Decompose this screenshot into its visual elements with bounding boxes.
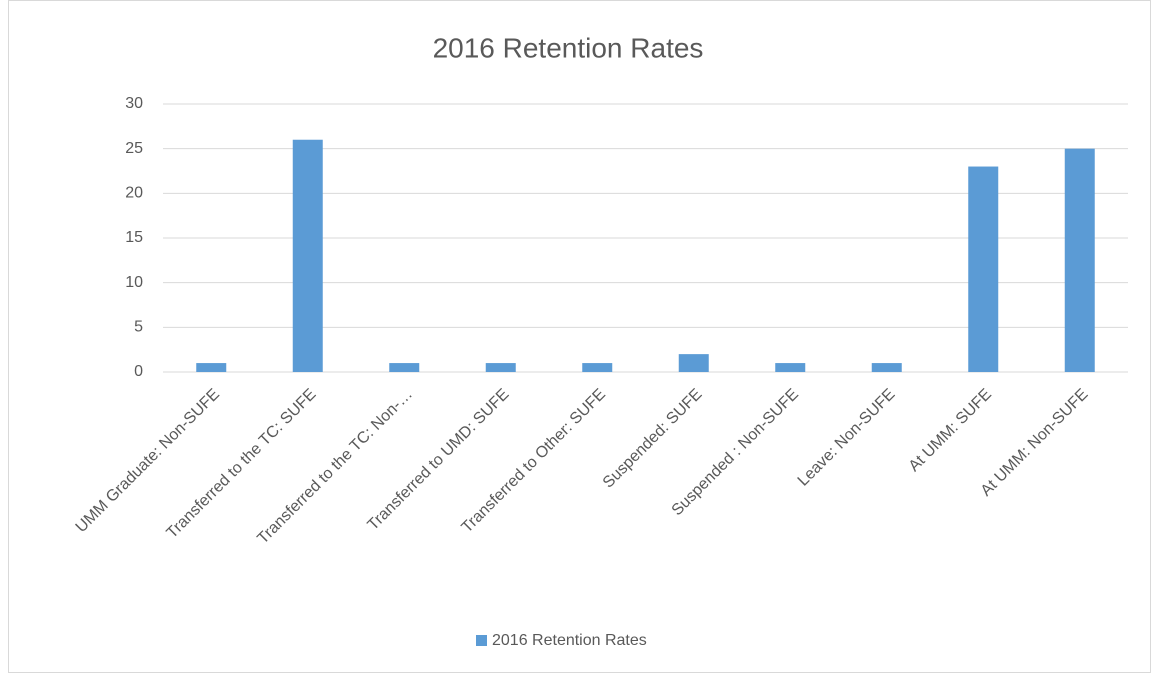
y-tick-label: 5: [134, 319, 143, 336]
bar: [292, 139, 323, 372]
bar: [775, 363, 806, 372]
y-tick-label: 15: [125, 229, 143, 246]
chart-title: 2016 Retention Rates: [433, 32, 704, 63]
bar: [582, 363, 613, 372]
bar: [678, 354, 709, 372]
legend-swatch: [476, 635, 487, 646]
y-tick-label: 20: [125, 185, 143, 202]
chart-border: [8, 0, 1151, 673]
y-tick-label: 0: [134, 363, 143, 380]
bar: [389, 363, 420, 372]
legend-label: 2016 Retention Rates: [492, 632, 647, 649]
y-tick-label: 10: [125, 274, 143, 291]
y-tick-label: 30: [125, 95, 143, 112]
bar: [196, 363, 227, 372]
bar: [1064, 148, 1095, 372]
y-tick-label: 25: [125, 140, 143, 157]
bar: [485, 363, 516, 372]
bar: [871, 363, 902, 372]
bar: [968, 166, 999, 372]
